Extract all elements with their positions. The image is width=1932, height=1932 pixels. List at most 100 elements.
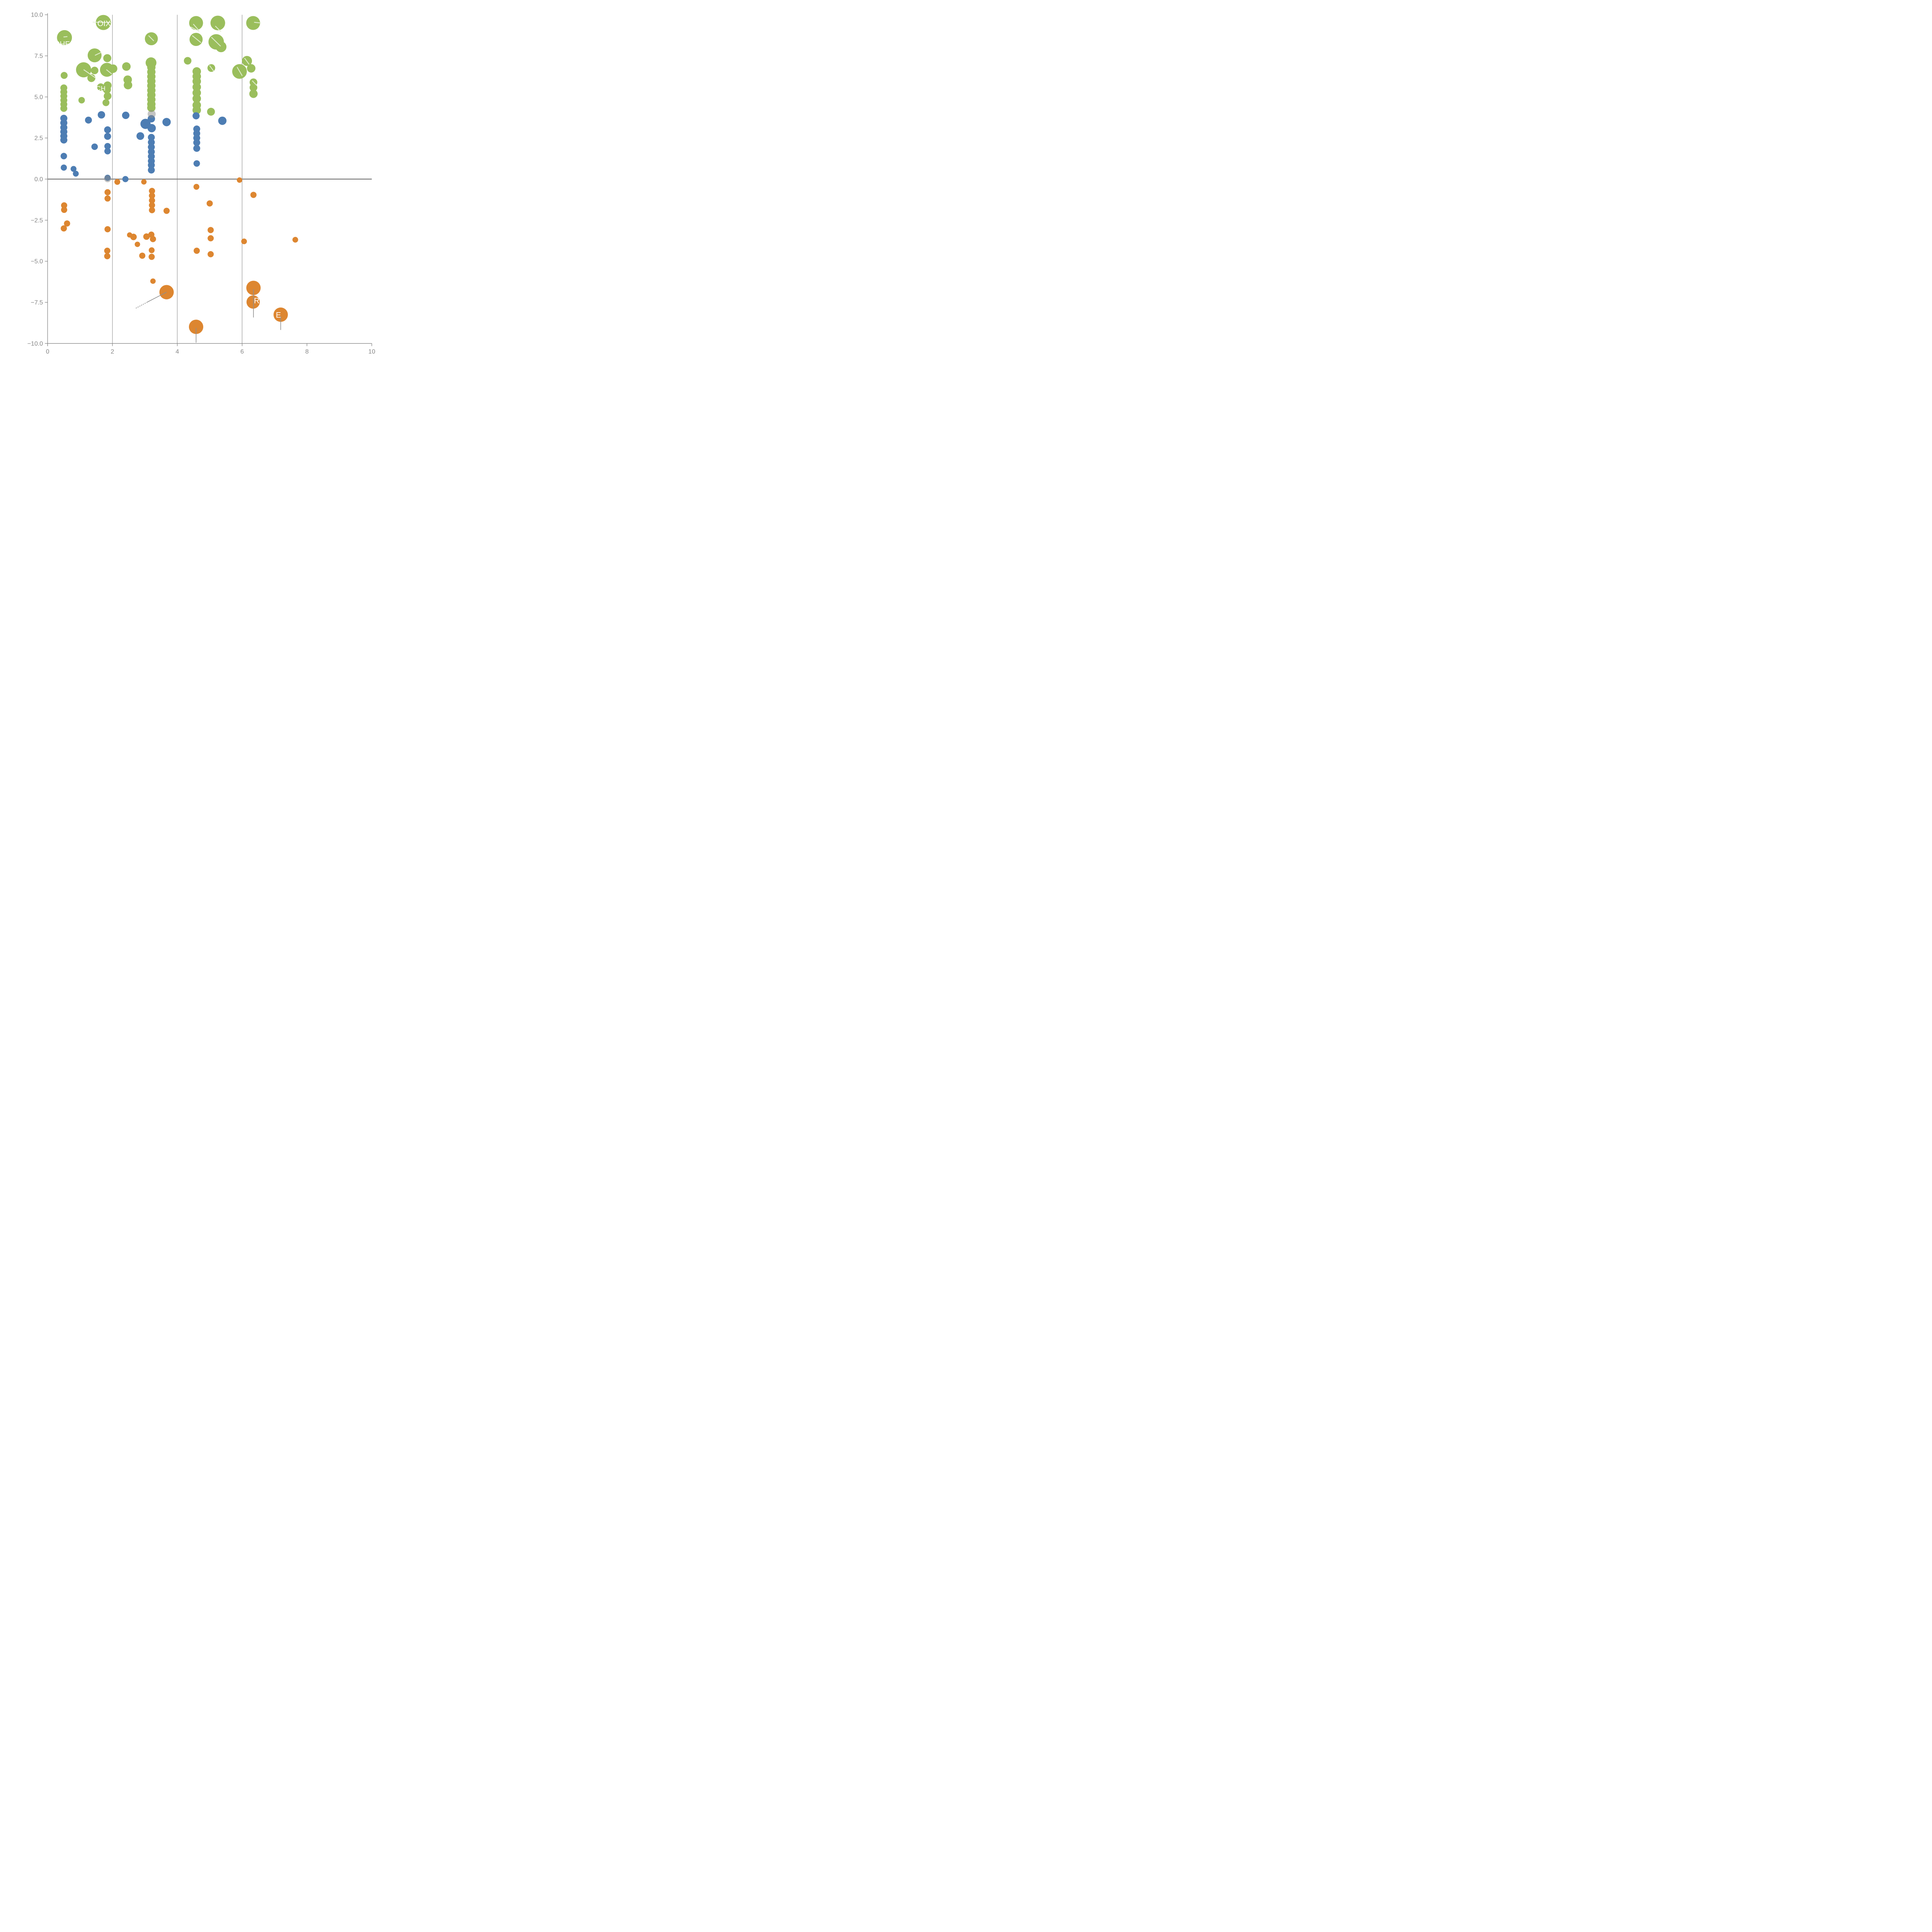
point-label: ACH [92, 85, 105, 92]
point-label: OIX [97, 20, 111, 28]
data-point-orange [130, 233, 137, 240]
data-point-blue [73, 170, 79, 177]
data-point-blue [60, 136, 68, 144]
data-point-green [246, 16, 260, 30]
data-point-blue [61, 164, 67, 171]
data-point-blue [136, 132, 145, 140]
data-point-green [189, 16, 203, 30]
data-point-blue [60, 153, 67, 160]
data-point-orange [236, 177, 242, 183]
label-fragment-slash [148, 35, 154, 41]
y-tick-label: −5.0 [31, 259, 43, 265]
data-point-green [207, 107, 215, 116]
data-point-blue [148, 134, 155, 141]
data-point-green [91, 66, 99, 75]
data-point-blue [104, 143, 111, 150]
data-point-green [189, 32, 203, 46]
data-point-orange [207, 251, 214, 257]
y-tick-label: 2.5 [34, 135, 43, 142]
data-point-orange [149, 207, 155, 213]
label-fragment-slash [236, 67, 243, 76]
data-point-gray [104, 175, 111, 182]
data-point-green [192, 94, 201, 103]
x-tick-label: 6 [240, 349, 244, 355]
data-point-green [87, 48, 102, 63]
data-point-green [102, 99, 110, 106]
data-point-blue [148, 167, 155, 174]
label-fragment-slash [192, 35, 201, 43]
x-tick-label: 0 [46, 349, 49, 355]
data-point-orange [114, 179, 121, 185]
data-point-orange [163, 207, 170, 214]
label-fragment-slash [95, 52, 102, 56]
data-point-orange [148, 253, 155, 260]
data-point-blue [104, 133, 111, 140]
label-fragment-slash [244, 58, 250, 65]
data-point-orange [149, 188, 155, 194]
data-point-orange [149, 192, 155, 199]
data-point-orange [189, 320, 204, 334]
data-point-blue [122, 176, 129, 182]
y-tick-label: −2.5 [31, 217, 43, 224]
data-point-orange [61, 202, 67, 209]
data-point-blue [218, 116, 227, 125]
y-tick-label: 7.5 [34, 53, 43, 60]
data-point-green [60, 105, 68, 112]
data-point-blue [147, 124, 156, 133]
data-point-orange [143, 233, 150, 240]
data-point-blue [148, 139, 155, 146]
x-tick-label: 8 [305, 349, 309, 355]
data-point-green [60, 72, 68, 79]
data-point-blue [97, 111, 105, 119]
data-point-blue [104, 148, 111, 155]
label-fragment-slash [193, 24, 199, 31]
label-fragment-slash [106, 69, 112, 74]
y-tick-label: 5.0 [34, 94, 43, 100]
data-point-orange [141, 179, 147, 185]
data-point-green [78, 97, 85, 104]
data-point-orange [292, 237, 298, 243]
data-point-blue [193, 145, 201, 152]
data-point-orange [64, 220, 70, 227]
data-point-green [104, 92, 112, 100]
data-point-blue [162, 118, 171, 126]
y-tick-label: −7.5 [31, 299, 43, 306]
data-point-blue [193, 139, 201, 146]
data-point-orange [104, 253, 111, 259]
data-point-green [57, 30, 72, 45]
data-point-blue [91, 143, 98, 150]
x-tick-label: 4 [175, 349, 179, 355]
data-point-orange [193, 184, 199, 190]
leader-line [147, 292, 167, 303]
data-point-orange [150, 278, 156, 284]
label-fragment-slash [209, 65, 214, 71]
data-point-blue [193, 160, 200, 167]
data-point-green [192, 105, 201, 114]
data-point-green [249, 83, 257, 92]
label-fragment-slash [190, 26, 200, 32]
y-tick-label: 10.0 [31, 12, 43, 19]
point-label: CHE [54, 41, 70, 49]
data-point-orange [104, 247, 111, 254]
data-point-orange [150, 236, 156, 242]
x-tick-label: 10 [368, 349, 375, 355]
data-point-blue [85, 116, 92, 124]
data-point-orange [149, 197, 155, 204]
data-point-green [122, 62, 131, 71]
data-point-orange [273, 307, 288, 322]
point-label: R [254, 297, 259, 305]
data-point-orange [61, 207, 67, 213]
data-point-blue [104, 126, 111, 133]
label-fragment-slash [252, 80, 257, 86]
data-point-orange [250, 192, 257, 198]
data-point-orange [148, 247, 155, 253]
label-fragment-slash [254, 22, 261, 24]
data-point-green [249, 89, 258, 98]
data-point-green [247, 64, 256, 73]
data-point-gray [148, 110, 156, 118]
data-point-green [103, 85, 111, 94]
data-point-green [103, 54, 111, 62]
data-point-orange [241, 238, 247, 245]
data-point-orange [139, 252, 146, 259]
y-tick-label: −10.0 [27, 340, 43, 347]
